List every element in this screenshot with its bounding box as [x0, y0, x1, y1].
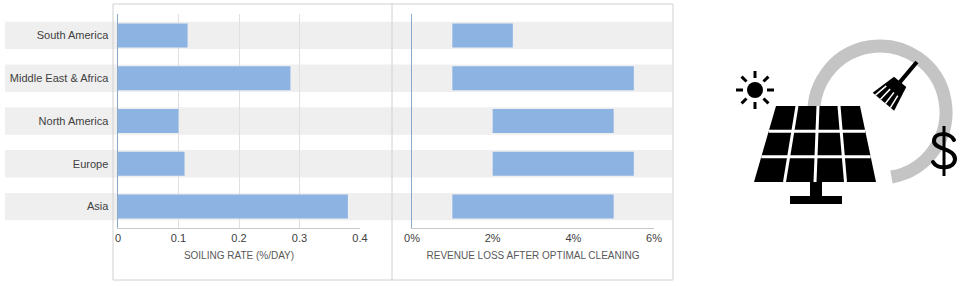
- svg-text:0.4: 0.4: [352, 232, 367, 244]
- svg-text:0: 0: [115, 232, 121, 244]
- svg-text:Europe: Europe: [73, 158, 108, 170]
- svg-text:REVENUE LOSS AFTER OPTIMAL CLE: REVENUE LOSS AFTER OPTIMAL CLEANING: [426, 250, 639, 261]
- svg-text:0%: 0%: [404, 232, 420, 244]
- svg-text:SOILING RATE (%/DAY): SOILING RATE (%/DAY): [184, 250, 294, 261]
- svg-text:Asia: Asia: [87, 200, 109, 212]
- svg-text:0.1: 0.1: [171, 232, 186, 244]
- svg-text:Middle East & Africa: Middle East & Africa: [10, 72, 109, 84]
- svg-text:4%: 4%: [565, 232, 581, 244]
- svg-text:0.3: 0.3: [292, 232, 307, 244]
- svg-text:2%: 2%: [485, 232, 501, 244]
- svg-text:North America: North America: [39, 115, 110, 127]
- svg-text:0.2: 0.2: [231, 232, 246, 244]
- svg-text:6%: 6%: [646, 232, 662, 244]
- svg-text:South America: South America: [37, 29, 109, 41]
